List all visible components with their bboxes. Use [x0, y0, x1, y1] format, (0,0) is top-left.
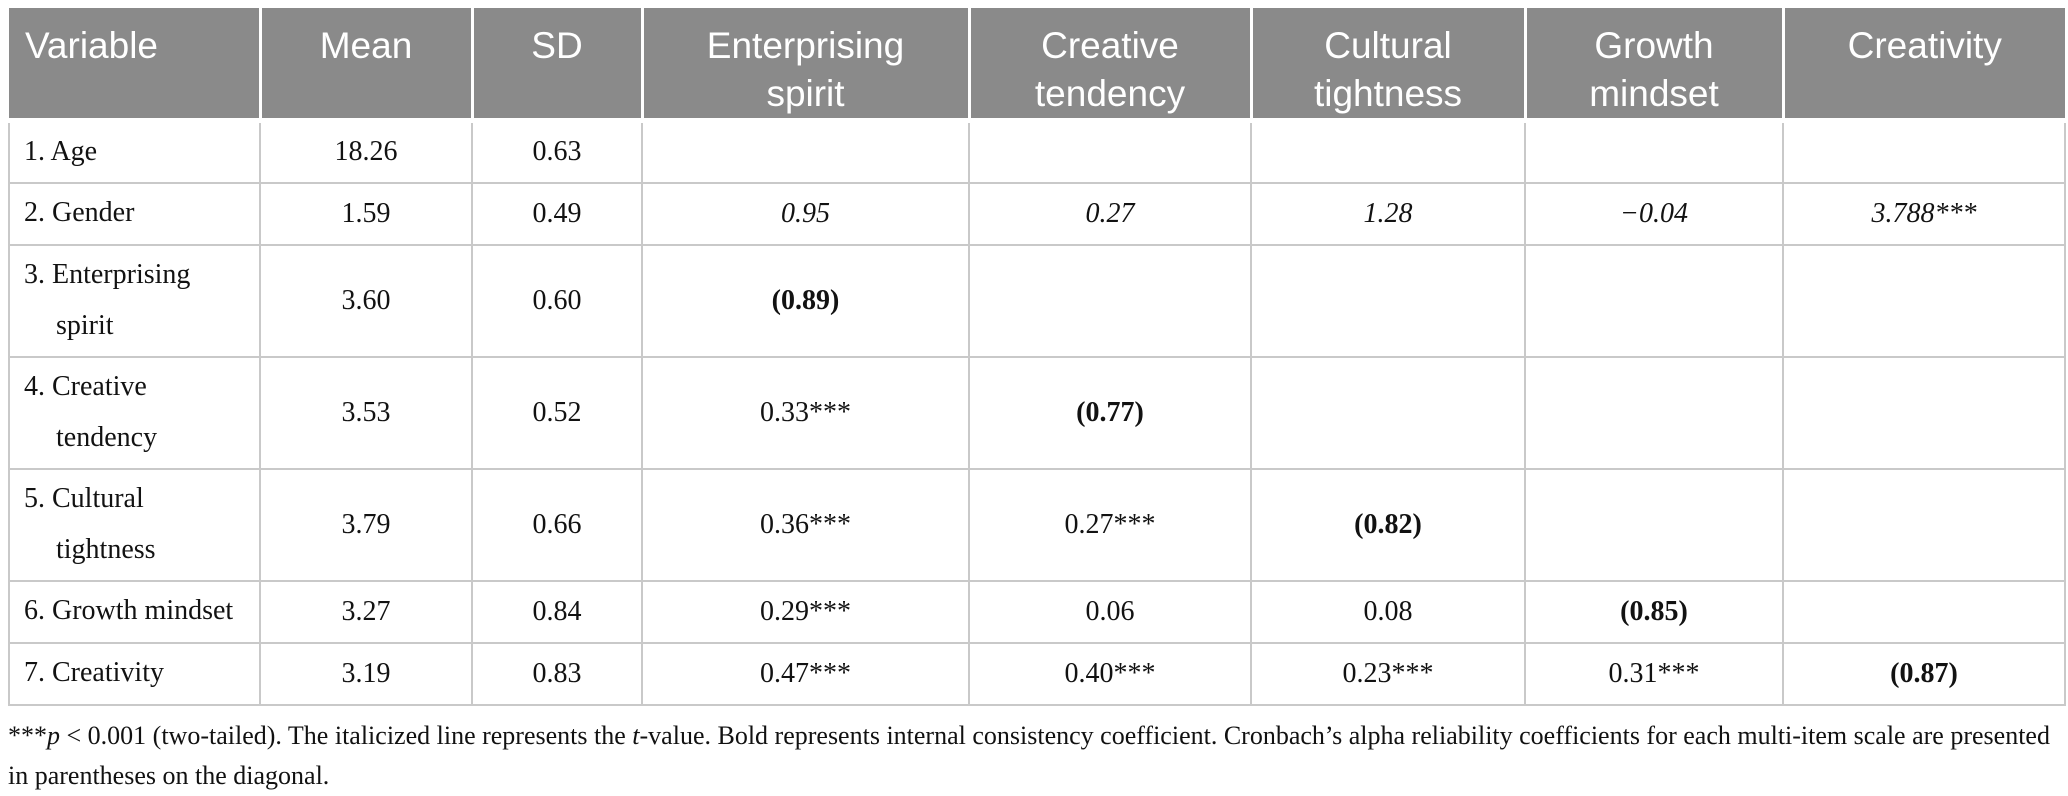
- cell-corr: [1782, 243, 2066, 358]
- cell-t-value: 0.27: [968, 181, 1252, 246]
- cell-corr: 0.29***: [641, 579, 970, 644]
- cell-corr: 0.40***: [968, 641, 1252, 706]
- cell-corr: [1782, 119, 2066, 184]
- cell-corr: 0.33***: [641, 355, 970, 470]
- cell-mean: 3.27: [259, 579, 473, 644]
- cell-corr: 0.27***: [968, 467, 1252, 582]
- cell-variable: 5. Cultural tightness: [8, 467, 261, 582]
- cell-mean: 3.53: [259, 355, 473, 470]
- cell-sd: 0.66: [471, 467, 643, 582]
- cell-t-value: −0.04: [1524, 181, 1784, 246]
- cell-variable: 6. Growth mindset: [8, 579, 261, 644]
- footnote-text: -value. Bold represents internal consist…: [8, 720, 2050, 790]
- column-header-creativity: Creativity: [1783, 8, 2065, 124]
- cell-t-value: 0.95: [641, 181, 970, 246]
- cell-corr: [1782, 355, 2066, 470]
- cell-corr: 0.08: [1250, 579, 1526, 644]
- correlation-table: Variable Mean SD Enterprising spirit Cre…: [8, 8, 2066, 706]
- table-row-age: 1. Age 18.26 0.63: [8, 119, 2066, 184]
- cell-mean: 1.59: [259, 181, 473, 246]
- cell-corr: 0.06: [968, 579, 1252, 644]
- cell-sd: 0.60: [471, 243, 643, 358]
- cell-corr: [968, 243, 1252, 358]
- p-symbol: p: [47, 720, 60, 750]
- cell-corr: 0.36***: [641, 467, 970, 582]
- cell-corr: [1782, 467, 2066, 582]
- table-row-creative-tendency: 4. Creative tendency 3.53 0.52 0.33*** (…: [8, 355, 2066, 470]
- cell-corr: [1524, 243, 1784, 358]
- cell-variable: 2. Gender: [8, 181, 261, 246]
- cell-corr: [1250, 355, 1526, 470]
- cell-variable: 1. Age: [8, 119, 261, 184]
- table-footnote: ***p < 0.001 (two-tailed). The italicize…: [8, 716, 2060, 796]
- significance-stars: ***: [8, 720, 47, 750]
- cell-corr: [1782, 579, 2066, 644]
- cell-cronbach-alpha: (0.89): [641, 243, 970, 358]
- cell-variable: 7. Creativity: [8, 641, 261, 706]
- cell-cronbach-alpha: (0.82): [1250, 467, 1526, 582]
- cell-mean: 3.19: [259, 641, 473, 706]
- cell-cronbach-alpha: (0.77): [968, 355, 1252, 470]
- column-header-creative-tendency: Creative tendency: [969, 8, 1253, 124]
- t-symbol: t: [632, 720, 640, 750]
- column-header-enterprising-spirit: Enterprising spirit: [642, 8, 971, 124]
- cell-corr: 0.31***: [1524, 641, 1784, 706]
- cell-sd: 0.49: [471, 181, 643, 246]
- cell-sd: 0.52: [471, 355, 643, 470]
- column-header-variable: Variable: [9, 8, 262, 124]
- cell-corr: [1250, 119, 1526, 184]
- cell-corr: [641, 119, 970, 184]
- cell-corr: 0.47***: [641, 641, 970, 706]
- cell-mean: 3.60: [259, 243, 473, 358]
- table-row-enterprising-spirit: 3. Enterprising spirit 3.60 0.60 (0.89): [8, 243, 2066, 358]
- cell-corr: [1524, 355, 1784, 470]
- table-row-growth-mindset: 6. Growth mindset 3.27 0.84 0.29*** 0.06…: [8, 579, 2066, 644]
- cell-sd: 0.83: [471, 641, 643, 706]
- cell-corr: 0.23***: [1250, 641, 1526, 706]
- cell-t-value: 1.28: [1250, 181, 1526, 246]
- column-header-mean: Mean: [260, 8, 474, 124]
- table-row-cultural-tightness: 5. Cultural tightness 3.79 0.66 0.36*** …: [8, 467, 2066, 582]
- cell-sd: 0.63: [471, 119, 643, 184]
- column-header-sd: SD: [472, 8, 644, 124]
- cell-variable: 3. Enterprising spirit: [8, 243, 261, 358]
- cell-corr: [1524, 119, 1784, 184]
- cell-sd: 0.84: [471, 579, 643, 644]
- column-header-growth-mindset: Growth mindset: [1525, 8, 1785, 124]
- cell-mean: 3.79: [259, 467, 473, 582]
- cell-variable: 4. Creative tendency: [8, 355, 261, 470]
- cell-mean: 18.26: [259, 119, 473, 184]
- cell-corr: [1250, 243, 1526, 358]
- table-row-gender: 2. Gender 1.59 0.49 0.95 0.27 1.28 −0.04…: [8, 181, 2066, 246]
- cell-cronbach-alpha: (0.85): [1524, 579, 1784, 644]
- cell-cronbach-alpha: (0.87): [1782, 641, 2066, 706]
- footnote-text: < 0.001 (two-tailed). The italicized lin…: [60, 720, 633, 750]
- cell-corr: [968, 119, 1252, 184]
- cell-corr: [1524, 467, 1784, 582]
- column-header-cultural-tightness: Cultural tightness: [1251, 8, 1527, 124]
- cell-t-value: 3.788***: [1782, 181, 2066, 246]
- header-row: Variable Mean SD Enterprising spirit Cre…: [9, 8, 2065, 124]
- table-row-creativity: 7. Creativity 3.19 0.83 0.47*** 0.40*** …: [8, 641, 2066, 706]
